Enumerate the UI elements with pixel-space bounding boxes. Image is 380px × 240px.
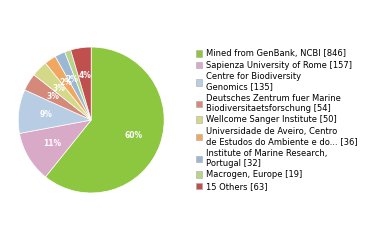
Wedge shape (55, 52, 91, 120)
Text: 3%: 3% (46, 92, 59, 101)
Text: 4%: 4% (78, 71, 91, 80)
Text: 60%: 60% (125, 131, 143, 139)
Legend: Mined from GenBank, NCBI [846], Sapienza University of Rome [157], Centre for Bi: Mined from GenBank, NCBI [846], Sapienza… (196, 49, 357, 191)
Wedge shape (65, 50, 91, 120)
Text: 11%: 11% (43, 139, 62, 148)
Text: 2%: 2% (59, 78, 72, 87)
Wedge shape (18, 90, 91, 133)
Wedge shape (19, 120, 91, 177)
Text: 9%: 9% (40, 110, 53, 119)
Wedge shape (71, 47, 91, 120)
Text: 2%: 2% (65, 75, 78, 84)
Text: 3%: 3% (53, 84, 65, 93)
Wedge shape (34, 63, 91, 120)
Wedge shape (46, 47, 164, 193)
Wedge shape (46, 56, 91, 120)
Wedge shape (25, 75, 91, 120)
